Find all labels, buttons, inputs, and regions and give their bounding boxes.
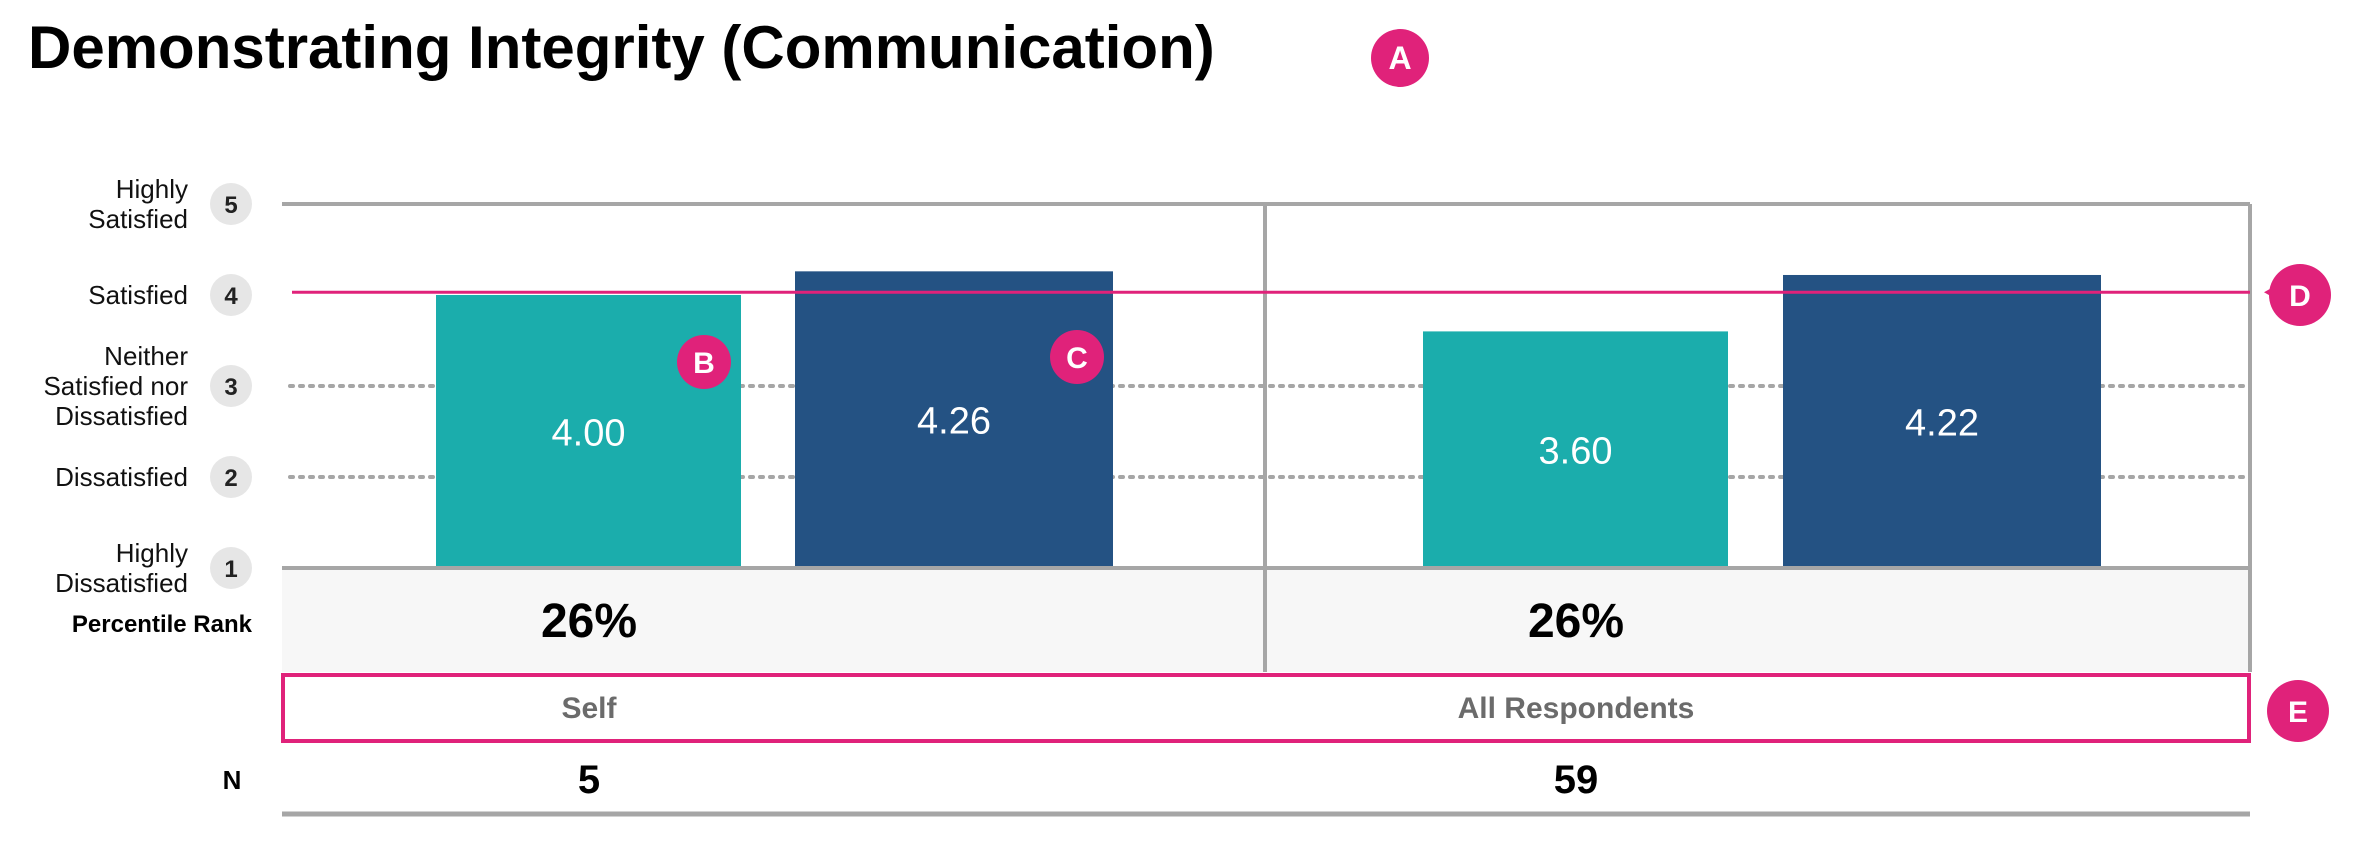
plot-area: 4.00 4.263.604.22B CDE5HighlySatisfied4Sat… <box>43 174 2331 817</box>
scale-badge-4 <box>210 274 252 316</box>
bar <box>1783 274 2101 568</box>
n-label: N <box>223 765 242 795</box>
marker-e <box>2267 680 2329 742</box>
scale-label-1: Dissatisfied <box>55 568 188 598</box>
n-value: 5 <box>578 758 600 802</box>
scale-label-5: Highly <box>116 174 188 204</box>
marker-c <box>1050 330 1104 384</box>
scale-label-1: Highly <box>116 538 188 568</box>
marker-e-letter: E <box>2288 696 2308 729</box>
group-label-box <box>281 673 2251 743</box>
scale-number-3: 3 <box>224 374 237 401</box>
percentile-value: 26% <box>1528 595 1624 648</box>
scale-badge-5 <box>210 183 252 225</box>
group-label: Self <box>561 692 617 725</box>
scale-badge-2 <box>210 456 252 498</box>
bar-value-label: 4.26 <box>917 401 991 443</box>
percentile-rank-label: Percentile Rank <box>72 611 253 638</box>
scale-badge-1 <box>210 547 252 589</box>
marker-a-letter: A <box>1388 40 1411 76</box>
scale-badge-3 <box>210 365 252 407</box>
scale-label-3: Neither <box>104 341 188 371</box>
marker-b-letter: B <box>693 347 715 380</box>
marker-a: A <box>1371 29 1429 87</box>
scale-label-5: Satisfied <box>88 204 188 234</box>
bar-value-label: 4.22 <box>1905 402 1979 444</box>
marker-d-letter: D <box>2289 280 2311 313</box>
scale-number-2: 2 <box>224 465 237 492</box>
marker-c-letter: C <box>1066 342 1088 375</box>
scale-number-4: 4 <box>224 283 238 310</box>
scale-label-3: Satisfied nor <box>43 371 188 401</box>
marker-d <box>2269 264 2331 326</box>
bar <box>795 271 1113 568</box>
chart-title: Demonstrating Integrity (Communication) <box>28 14 1215 81</box>
marker-b <box>677 335 731 389</box>
percentile-value: 26% <box>541 595 637 648</box>
scale-label-3: Dissatisfied <box>55 401 188 431</box>
bar-value-label: 4.00 <box>552 413 626 455</box>
scale-number-1: 1 <box>224 556 237 583</box>
scale-number-5: 5 <box>224 192 237 219</box>
scale-label-2: Dissatisfied <box>55 462 188 492</box>
scale-label-4: Satisfied <box>88 280 188 310</box>
bar <box>1423 331 1728 568</box>
n-value: 59 <box>1554 758 1599 802</box>
bar-value-label: 3.60 <box>1539 431 1613 473</box>
group-label: All Respondents <box>1458 692 1695 725</box>
